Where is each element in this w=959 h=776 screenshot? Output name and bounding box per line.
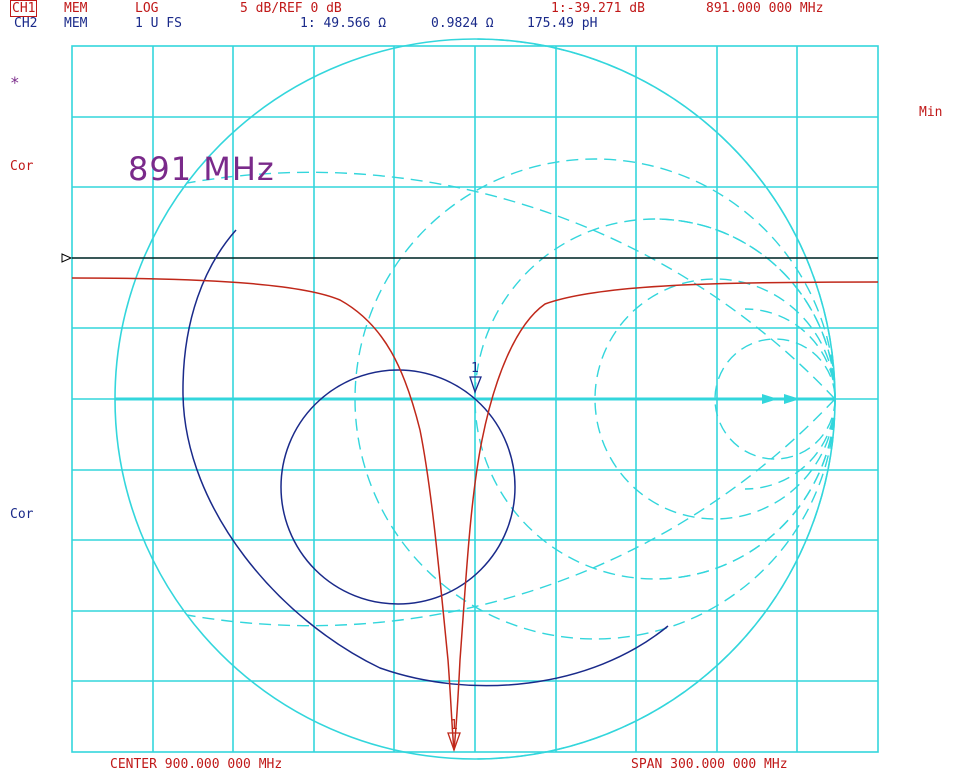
ch2-smith-trace [182,229,669,687]
ch1-marker-frequency: 891.000 000 MHz [706,1,824,16]
ch2-tag: CH2 [14,16,38,31]
smith-reactance-arc [474,398,836,760]
status-star: * [10,73,20,92]
ch1-marker-value: 1:-39.271 dB [551,1,645,16]
ch1-scale: 5 dB/REF 0 dB [240,1,342,16]
smith-axis-arrows [762,394,800,404]
smith-reactance-arc [186,398,836,627]
ch1-format: LOG [135,1,159,16]
ch2-trace-loop [280,369,516,605]
ch2-trace-outer-arc [182,229,669,687]
smith-reactance-arc [474,38,836,400]
reference-position-icon [61,253,73,263]
smith-reactance-arc [654,398,836,580]
ch2-mode: MEM [64,16,88,31]
ch1-tag-label: CH1 [10,0,38,17]
smith-reactance-arc [654,218,836,400]
smith-reactance-arc [744,308,836,400]
center-frequency: CENTER 900.000 000 MHz [110,757,283,772]
span-frequency: SPAN 300.000 000 MHz [631,757,788,772]
min-label: Min [919,105,943,120]
ch2-marker-resistance: 1: 49.566 Ω [300,16,387,31]
ch1-marker-icon [447,732,461,752]
ch2-marker-reactance: 0.9824 Ω [431,16,494,31]
marker-frequency-label: 891 MHz [128,150,275,188]
smith-reactance-arc [744,398,836,490]
ch1-mode: MEM [64,1,88,16]
ch1-correction-label: Cor [10,159,34,174]
ch1-tag[interactable]: CH1 [10,0,38,17]
ch2-format: 1 U FS [135,16,182,31]
ch2-marker-inductance: 175.49 pH [527,16,598,31]
smith-chart [114,38,836,760]
ch2-marker-number: 1 [471,361,479,376]
ch2-marker-icon [469,376,482,394]
ch1-marker-number: 1 [450,718,458,733]
smith-reactance-arc [186,171,836,400]
ch2-correction-label: Cor [10,507,34,522]
